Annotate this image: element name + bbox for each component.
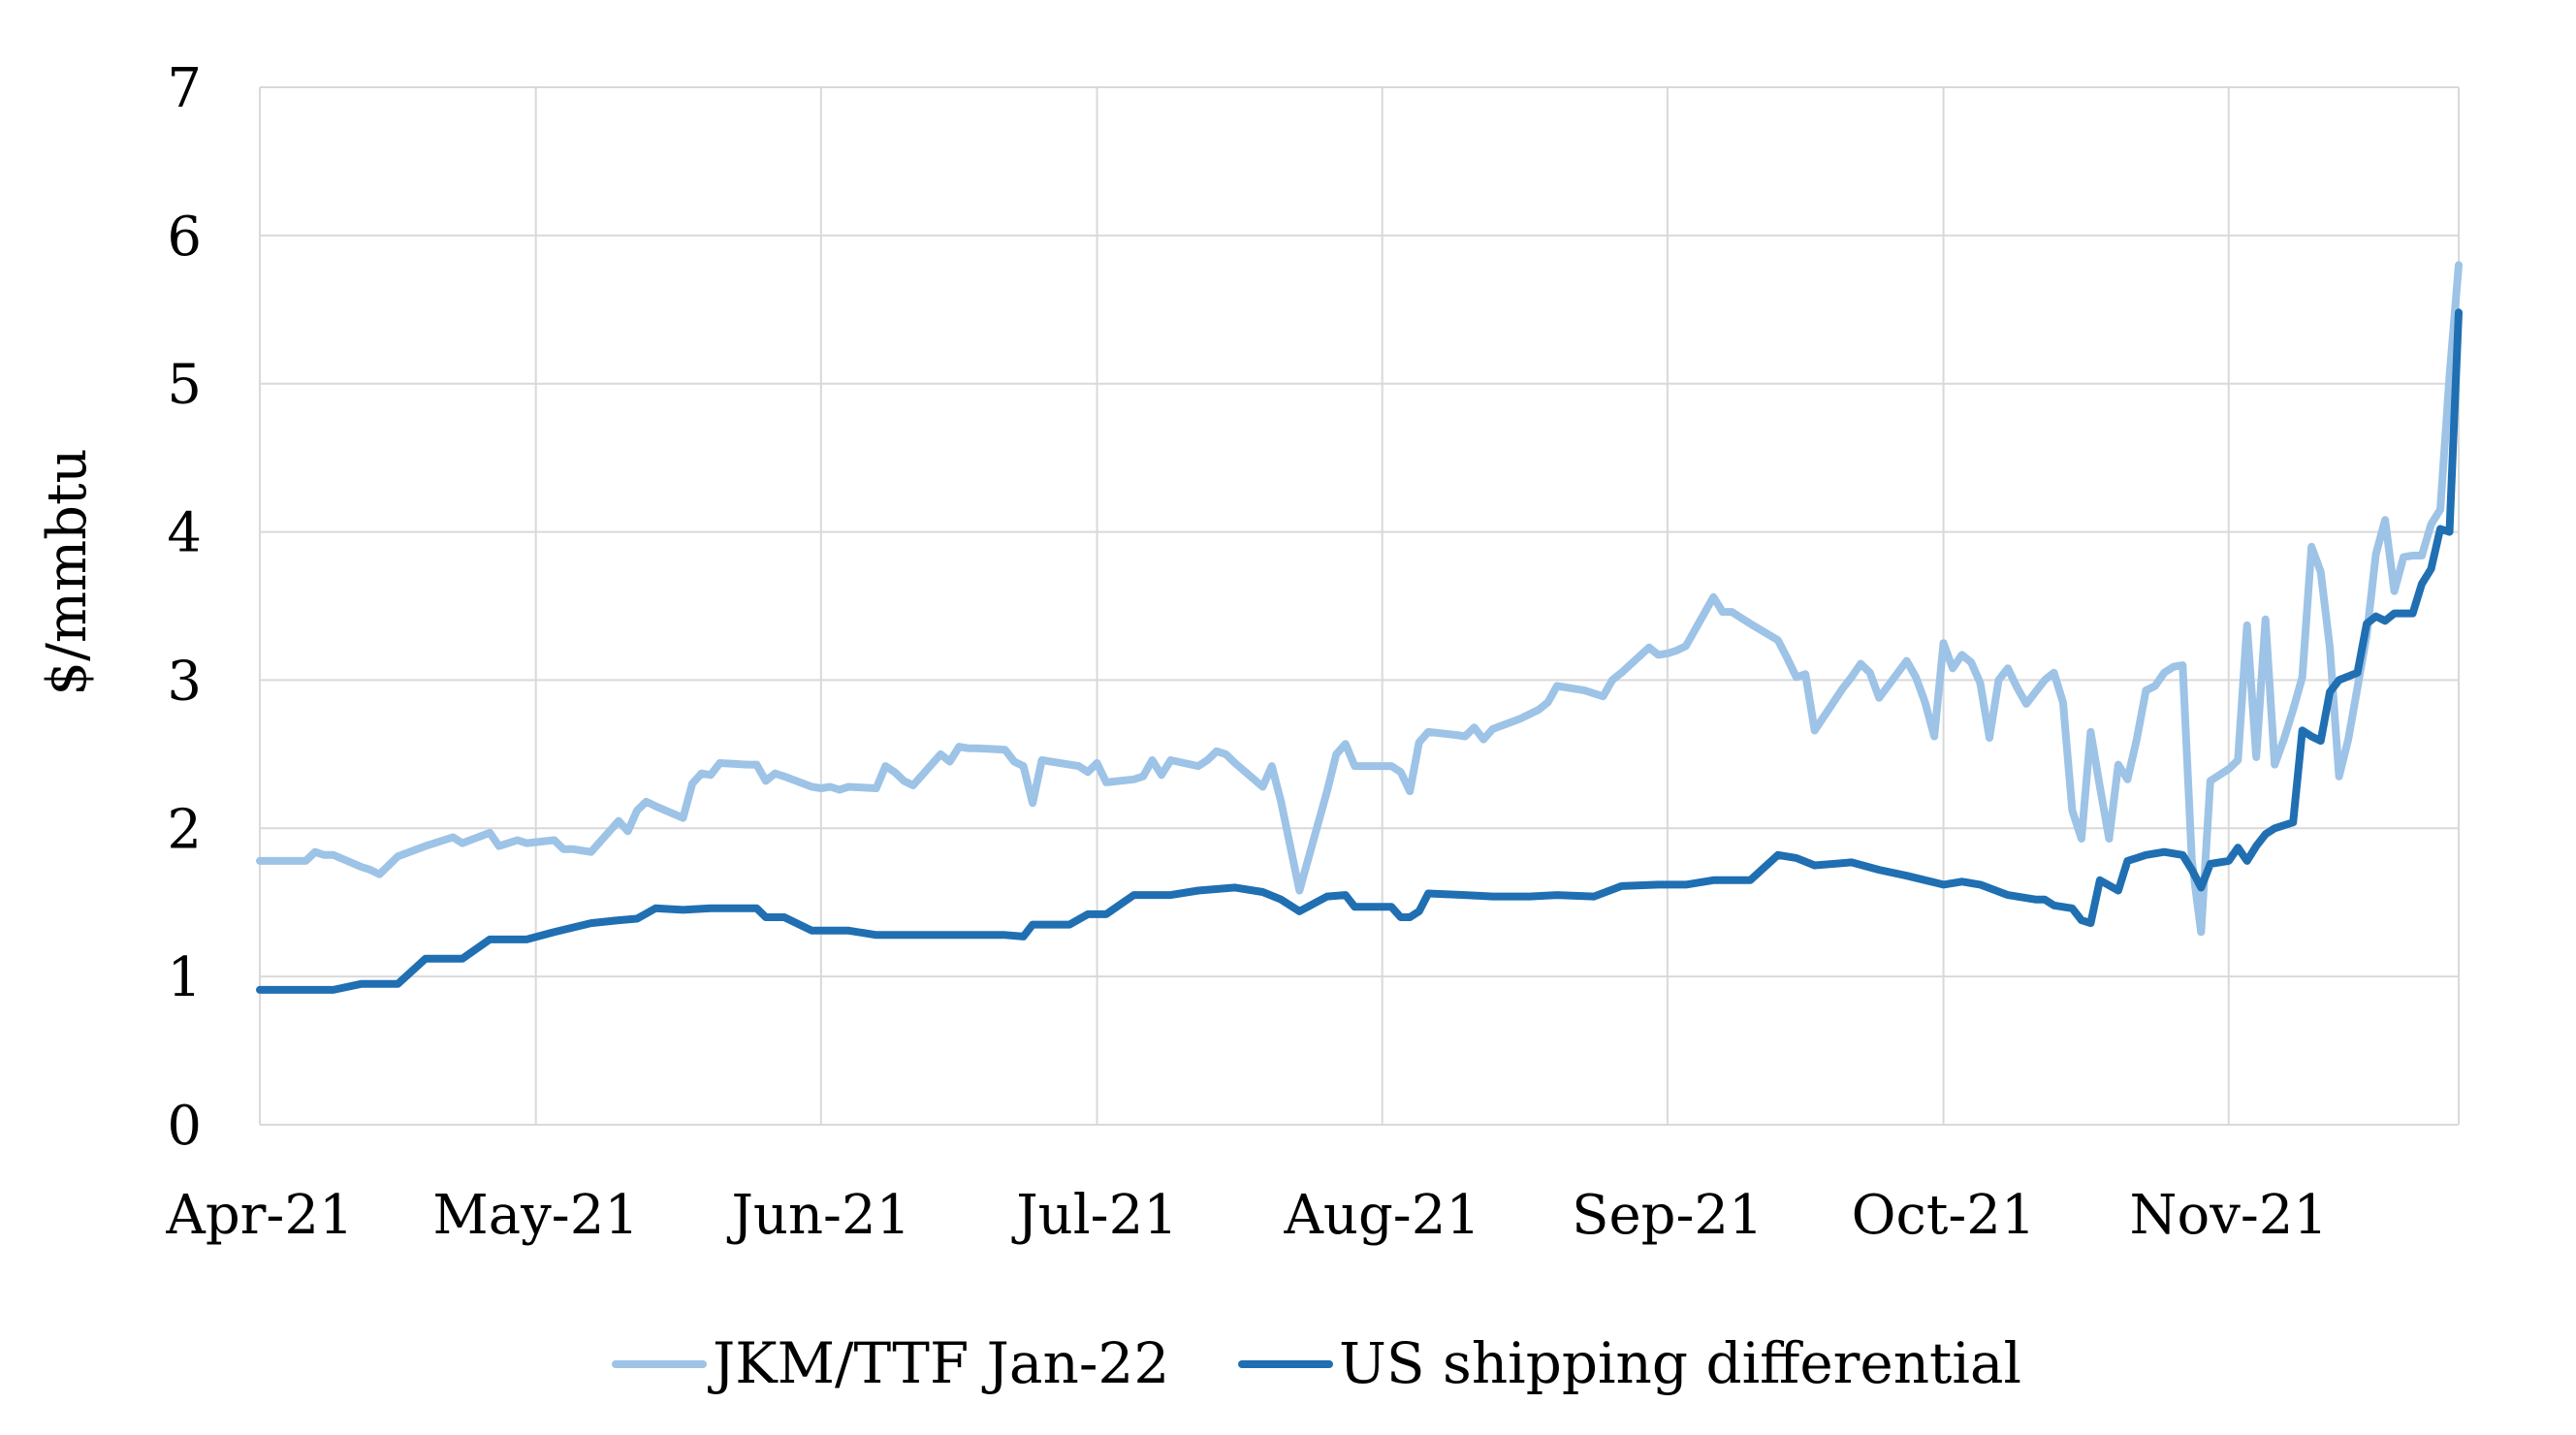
y-tick-label: 3 (167, 650, 202, 713)
y-tick-label: 6 (167, 206, 202, 269)
y-tick-label: 4 (167, 502, 202, 565)
gridlines (259, 86, 2460, 1126)
y-tick-label: 2 (167, 798, 202, 861)
legend-label-jkm-ttf: JKM/TTF Jan-22 (708, 1330, 1169, 1396)
legend: JKM/TTF Jan-22 US shipping differential (612, 1330, 2021, 1396)
x-tick-label: Sep-21 (1572, 1184, 1764, 1247)
x-tick-label: Jul-21 (1011, 1184, 1178, 1247)
series-line-jkm-ttf (256, 261, 2463, 937)
y-tick-label: 0 (167, 1095, 202, 1158)
y-tick-label: 5 (167, 354, 202, 417)
x-tick-label: Apr-21 (165, 1184, 353, 1247)
y-tick-labels: 0 1 2 3 4 5 6 7 (167, 57, 202, 1158)
x-tick-label: Oct-21 (1852, 1184, 2036, 1247)
x-tick-label: Jun-21 (726, 1184, 910, 1247)
x-tick-labels: Apr-21 May-21 Jun-21 Jul-21 Aug-21 Sep-21 Oct-… (165, 1184, 2328, 1247)
x-tick-label: Aug-21 (1283, 1184, 1480, 1247)
y-axis-title: $/mmbtu (36, 448, 99, 695)
series-line-us-shipping (256, 308, 2463, 994)
x-tick-label: May-21 (432, 1184, 639, 1247)
x-tick-label: Nov-21 (2129, 1184, 2328, 1247)
series-lines (256, 261, 2463, 994)
y-tick-label: 1 (167, 946, 202, 1009)
y-tick-label: 7 (167, 57, 202, 120)
legend-label-us-shipping: US shipping differential (1339, 1330, 2021, 1396)
